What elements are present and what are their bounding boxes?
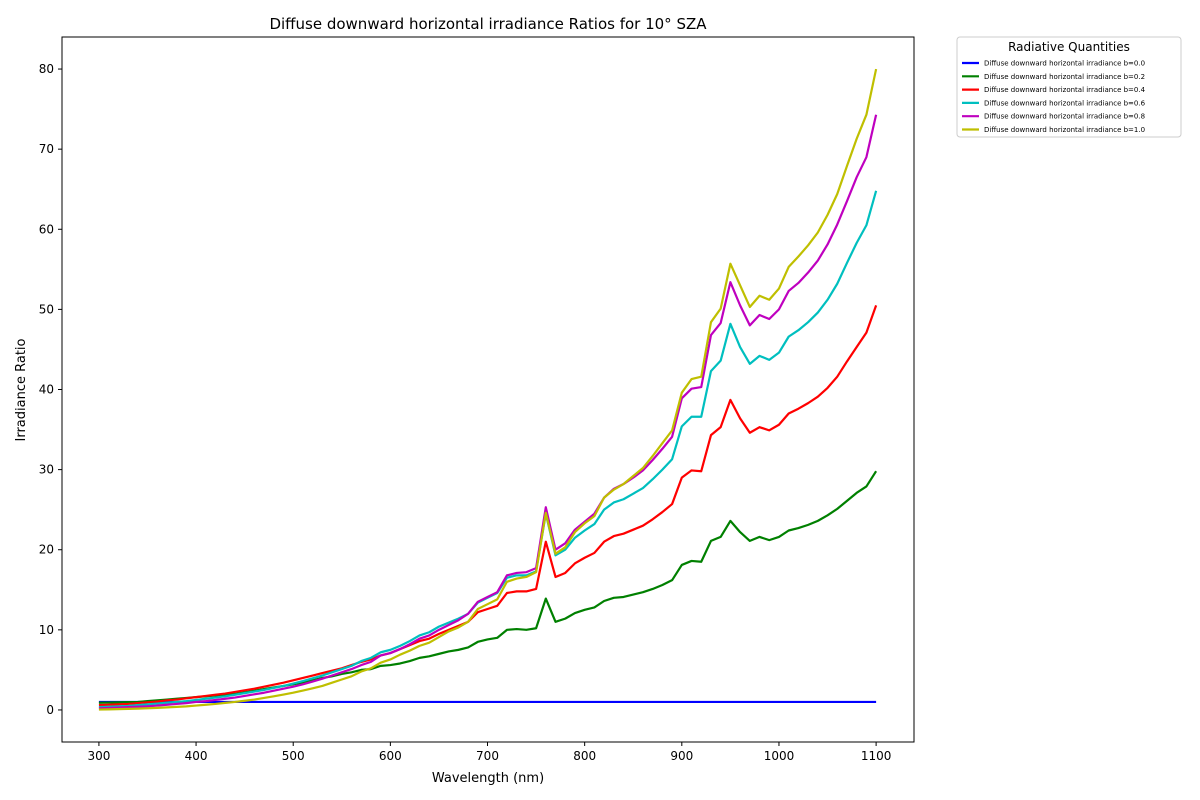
legend-entry-0: Diffuse downward horizontal irradiance b… — [984, 60, 1145, 68]
y-tick-label: 50 — [39, 302, 54, 316]
x-tick-label: 400 — [185, 749, 208, 763]
y-tick-label: 60 — [39, 222, 54, 236]
series-line-1 — [98, 470, 878, 704]
y-tick-label: 30 — [39, 463, 54, 477]
y-tick-label: 70 — [39, 142, 54, 156]
y-tick-label: 10 — [39, 623, 54, 637]
plot-background — [62, 37, 914, 742]
x-axis: 300 400 500 600 700 800 900 1000 1100 — [87, 742, 891, 763]
plot-area — [61, 36, 915, 743]
x-tick-label: 300 — [87, 749, 110, 763]
legend-items: Diffuse downward horizontal irradiance b… — [962, 60, 1146, 134]
series-line-4 — [98, 114, 878, 710]
chart-title: Diffuse downward horizontal irradiance R… — [269, 15, 707, 33]
legend-entry-2: Diffuse downward horizontal irradiance b… — [984, 86, 1146, 94]
legend-title: Radiative Quantities — [1008, 40, 1130, 54]
legend-box — [956, 36, 1182, 138]
y-tick-label: 80 — [39, 62, 54, 76]
x-tick-label: 900 — [670, 749, 693, 763]
legend-entry-5: Diffuse downward horizontal irradiance b… — [984, 126, 1145, 134]
x-tick-label: 800 — [573, 749, 596, 763]
legend-entry-4: Diffuse downward horizontal irradiance b… — [984, 113, 1145, 121]
x-tick-label: 1000 — [764, 749, 795, 763]
y-tick-label: 20 — [39, 543, 54, 557]
legend-entry-3: Diffuse downward horizontal irradiance b… — [984, 99, 1146, 107]
x-tick-label: 1100 — [861, 749, 892, 763]
y-tick-label: 40 — [39, 383, 54, 397]
series-line-2 — [98, 305, 878, 707]
x-tick-label: 700 — [476, 749, 499, 763]
legend-entry-1: Diffuse downward horizontal irradiance b… — [984, 73, 1145, 81]
x-tick-label: 500 — [282, 749, 305, 763]
series-line-5 — [98, 68, 878, 711]
y-tick-label: 0 — [46, 703, 54, 717]
x-tick-label: 600 — [379, 749, 402, 763]
series-lines — [98, 68, 878, 711]
x-axis-label: Wavelength (nm) — [432, 771, 544, 786]
y-axis: 0 10 20 30 40 50 60 70 80 — [39, 62, 62, 717]
y-axis-label: Irradiance Ratio — [14, 338, 29, 441]
legend: Radiative Quantities Diffuse downward ho… — [956, 36, 1182, 138]
